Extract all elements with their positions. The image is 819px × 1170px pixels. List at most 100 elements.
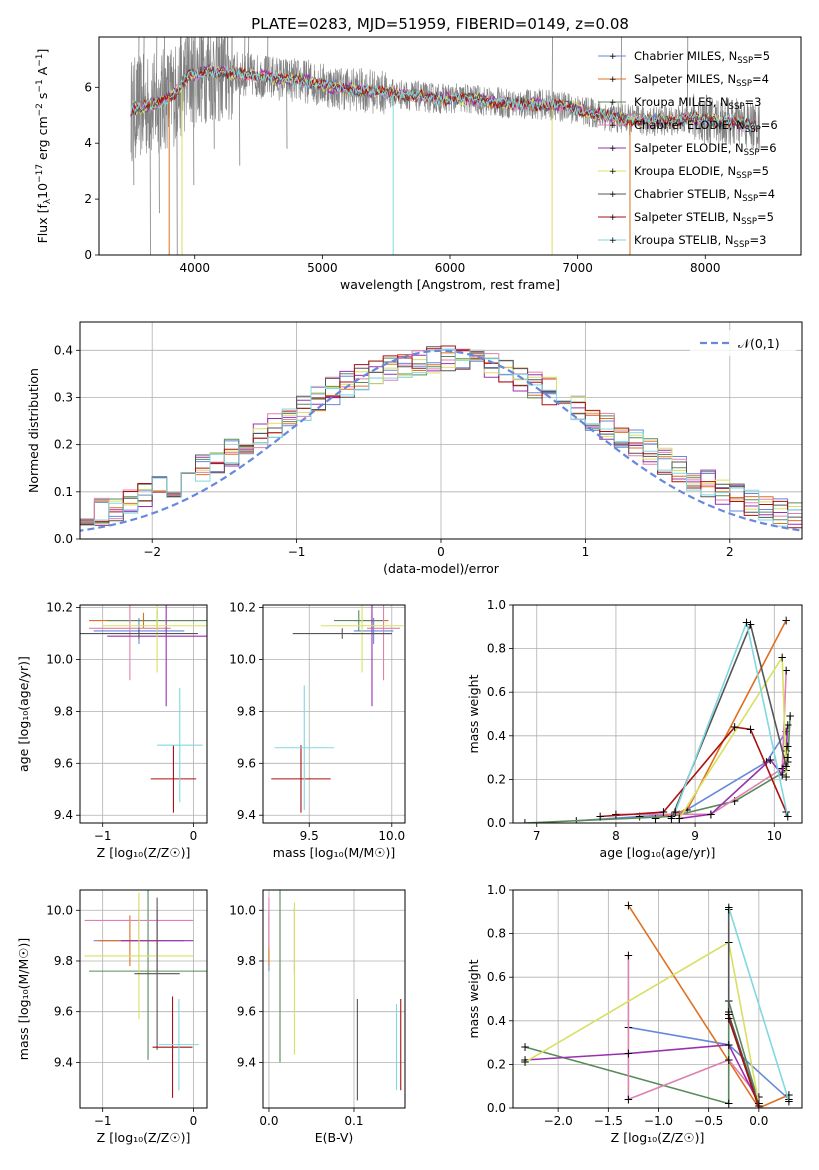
x-tick-label: −2 (143, 545, 161, 559)
legend-entry-suffix: =5 (753, 49, 770, 63)
y-tick-label: 0.3 (54, 390, 73, 404)
y-tick-label: 0.6 (487, 685, 506, 699)
mass-weight-point: + (520, 816, 530, 830)
legend-entry-sub: SSP (744, 148, 760, 158)
mass-weight-point: + (746, 618, 756, 632)
legend-entry-suffix: =4 (752, 72, 769, 86)
y-tick-label: 9.6 (237, 1005, 256, 1019)
mass-weight-point: + (682, 803, 692, 817)
x-tick-label: 9 (691, 829, 699, 843)
y-axis-label: mass weight (466, 674, 481, 753)
y-tick-label: 0.2 (54, 438, 73, 452)
mass-weight-point: + (783, 751, 793, 765)
y-tick-label: 0.0 (487, 1101, 506, 1115)
legend-entry-sub: SSP (737, 56, 753, 66)
grid (513, 604, 802, 824)
legend-marker: + (609, 236, 617, 246)
x-axis-label: wavelength [Angstrom, rest frame] (340, 277, 560, 292)
y-tick-label: 10.2 (229, 601, 256, 615)
mass-weight-point: + (777, 762, 787, 776)
plot-area (268, 890, 402, 1101)
y-tick-label: 2 (84, 192, 92, 206)
x-axis-label: Z [log₁₀(Z/Z☉)] (97, 845, 191, 860)
mass-weight-line-8 (727, 1012, 760, 1108)
grid (80, 890, 207, 1108)
legend-entry-name: Chabrier STELIB, N (634, 187, 742, 201)
legend-entry-sub: SSP (734, 240, 750, 250)
axes-frame: 7 8 9 10 0.0 0.2 0.4 0.6 0.8 1.0 age [log₁₀(age/yr… (466, 598, 803, 860)
legend-entry: Salpeter STELIB, NSSP=5 (634, 210, 774, 227)
x-axis-label: (data-model)/error (383, 561, 500, 576)
legend-entry-name: Salpeter ELODIE, N (634, 141, 744, 155)
plot-area: + + +++++++ ++++++ ++++ ++++++++++++++ ++ +++++ (520, 613, 795, 830)
x-tick-label: 8000 (690, 261, 721, 275)
legend-entry-name: Kroupa ELODIE, N (634, 164, 736, 178)
y-tick-label: 9.6 (237, 756, 256, 770)
mass-weight-point: + (520, 1040, 530, 1054)
grid (513, 889, 802, 1109)
x-tick-label: 10 (767, 829, 782, 843)
mass-weight-point: + (754, 1097, 764, 1111)
mass-weight-point: + (781, 724, 791, 738)
legend-entry-sub: SSP (736, 79, 752, 89)
legend-marker: + (609, 167, 617, 177)
x-tick-label: 5000 (307, 261, 338, 275)
mass-weight-point: + (781, 744, 791, 758)
y-axis-label: mass weight (466, 959, 481, 1038)
mass-weight-point: + (777, 768, 787, 782)
mass-weight-point: + (754, 1099, 764, 1113)
x-axis-label: age [log₁₀(age/yr)] (600, 845, 716, 860)
x-axis-label: E(B-V) (315, 1130, 354, 1145)
axes-border (512, 889, 803, 1109)
y-tick-label: 10.0 (46, 653, 73, 667)
mass-weight-line-5 (524, 1043, 760, 1104)
legend-entry: Chabrier MILES, NSSP=5 (634, 49, 770, 66)
mass-vs-ebv-panel: 0.0 0.1 9.4 9.6 9.8 10.0 E(B-V) (229, 889, 406, 1145)
grid (263, 605, 405, 823)
mass-weight-point: + (724, 1012, 734, 1026)
mass-weight-point: + (658, 805, 668, 819)
massweight-vs-age-panel: + + +++++++ ++++++ ++++ ++++++++++++++ ++ +++++… (466, 598, 803, 860)
mass-weight-point: + (765, 753, 775, 767)
y-axis-label-part: −17 (35, 164, 45, 183)
mass-weight-point: + (724, 900, 734, 914)
mass-weight-point: + (781, 663, 791, 677)
x-tick-label: −1.5 (594, 1114, 623, 1128)
mass-weight-point: + (783, 740, 793, 754)
x-tick-label: 8 (612, 829, 620, 843)
mass-weight-point: + (754, 1090, 764, 1104)
legend-entry-suffix: =5 (757, 210, 774, 224)
y-axis-label: age [log₁₀(age/yr)] (16, 656, 31, 772)
axes-border (262, 889, 406, 1109)
axes-frame: −1 0 9.4 9.6 9.8 10.0 Z [log₁₀(Z/Z☉)] mass [log… (16, 889, 208, 1145)
x-tick-label: −2.0 (544, 1114, 573, 1128)
y-tick-label: 9.8 (54, 704, 73, 718)
legend-entry: Salpeter ELODIE, NSSP=6 (634, 141, 777, 158)
y-tick-label: 0.4 (487, 729, 506, 743)
mass-weight-line-4 (627, 955, 760, 1101)
legend-entry: Kroupa ELODIE, NSSP=5 (634, 164, 769, 181)
mass-vs-metallicity-panel: −1 0 9.4 9.6 9.8 10.0 Z [log₁₀(Z/Z☉)] mass [log… (16, 889, 208, 1145)
legend-entry-name: Chabrier ELODIE, N (634, 118, 745, 132)
mass-weight-point: + (611, 807, 621, 821)
legend-entry-suffix: =5 (752, 164, 769, 178)
legend-marker: + (609, 98, 617, 108)
mass-weight-point: + (785, 709, 795, 723)
mass-weight-point: + (781, 770, 791, 784)
legend-marker: + (609, 190, 617, 200)
mass-weight-point: + (520, 1055, 530, 1069)
y-tick-label: 0.8 (487, 927, 506, 941)
mass-weight-line-8 (600, 726, 787, 818)
x-tick-label: 4000 (179, 261, 210, 275)
y-tick-label: 9.8 (237, 954, 256, 968)
y-tick-label: 9.8 (237, 704, 256, 718)
y-tick-label: 9.4 (237, 808, 256, 822)
grid (263, 890, 405, 1108)
axes-border (262, 604, 406, 824)
age-vs-mass-panel: 9.5 10.0 9.4 9.6 9.8 10.0 10.2 mass [log₁₀(M/M☉… (229, 601, 406, 860)
y-axis-label: mass [log₁₀(M/M☉)] (16, 938, 31, 1060)
x-tick-label: 0 (190, 829, 198, 843)
legend-entry-name: Chabrier MILES, N (634, 49, 737, 63)
y-tick-label: 10.2 (46, 601, 73, 615)
y-axis-label-part: Flux [f (35, 204, 50, 244)
